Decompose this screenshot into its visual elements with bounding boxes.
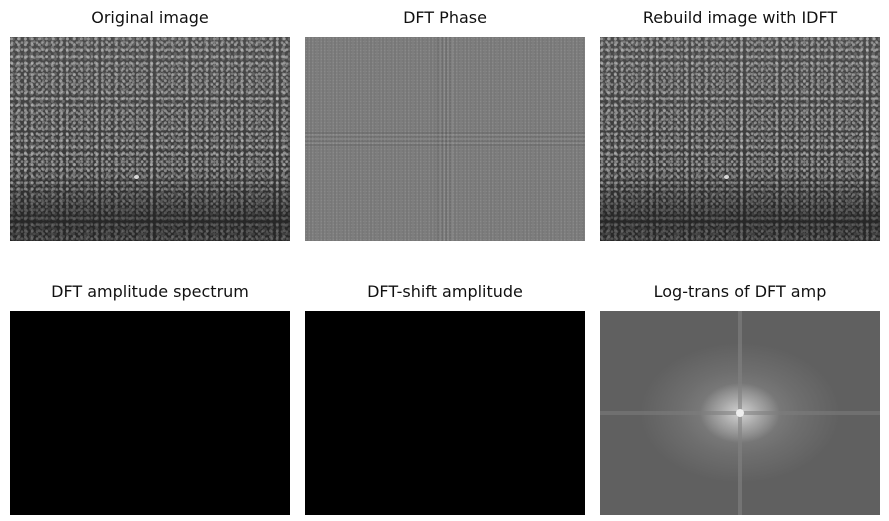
panel-rebuild-image: Rebuild image with IDFT <box>600 5 880 241</box>
panel-dft-phase: DFT Phase <box>305 5 585 241</box>
panel-title: DFT Phase <box>403 8 487 27</box>
panel-dft-amplitude: DFT amplitude spectrum <box>10 279 290 515</box>
image-bright-speck <box>724 175 729 179</box>
phase-vertical-line <box>437 37 453 241</box>
panel-title: Original image <box>91 8 209 27</box>
panel-dft-shift-amplitude: DFT-shift amplitude <box>305 279 585 515</box>
dft-amplitude-image <box>10 311 290 515</box>
phase-horizontal-line <box>305 132 585 146</box>
panel-title: Log-trans of DFT amp <box>653 282 827 301</box>
log-trans-image <box>600 311 880 515</box>
image-shadow-region <box>600 171 880 241</box>
log-bright-center <box>736 409 744 417</box>
dft-shift-amplitude-image <box>305 311 585 515</box>
panel-title: Rebuild image with IDFT <box>642 8 838 27</box>
image-shadow-region <box>10 171 290 241</box>
panel-original-image: Original image <box>10 5 290 241</box>
original-image <box>10 37 290 241</box>
panel-log-trans: Log-trans of DFT amp <box>600 279 880 515</box>
panel-title: DFT amplitude spectrum <box>51 282 249 301</box>
image-bright-speck <box>134 175 139 179</box>
dft-phase-image <box>305 37 585 241</box>
panel-title: DFT-shift amplitude <box>367 282 523 301</box>
rebuild-image <box>600 37 880 241</box>
phase-noise-texture <box>305 37 585 241</box>
